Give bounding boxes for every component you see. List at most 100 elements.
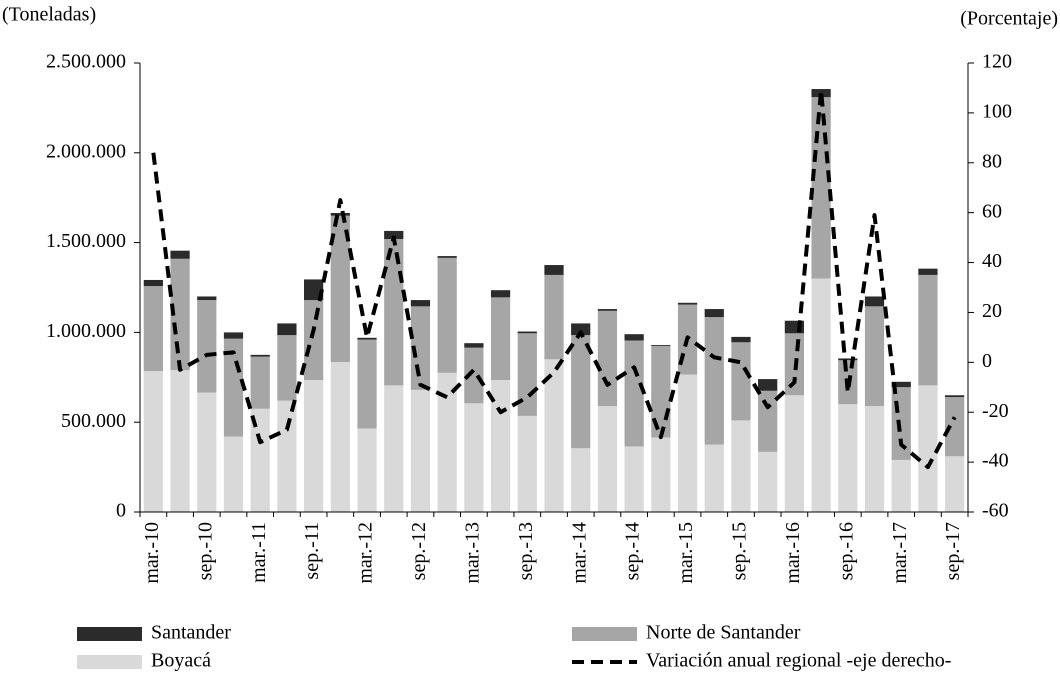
bar bbox=[517, 333, 537, 416]
bar bbox=[891, 387, 911, 460]
bar bbox=[223, 332, 244, 339]
bar bbox=[490, 290, 511, 298]
bar bbox=[223, 436, 244, 512]
bar bbox=[277, 400, 297, 512]
x-tick-label: mar.-13 bbox=[461, 522, 483, 584]
y-axis-title: (Toneladas) bbox=[2, 4, 96, 26]
bar bbox=[330, 362, 350, 512]
y-tick-label: 0 bbox=[116, 500, 126, 522]
bar bbox=[811, 89, 831, 98]
bar bbox=[918, 268, 938, 275]
bar bbox=[357, 337, 377, 340]
x-tick-label: mar.-17 bbox=[889, 522, 911, 584]
bar bbox=[410, 300, 431, 307]
y-tick-label: 2.500.000 bbox=[46, 51, 126, 73]
y2-tick-label: 60 bbox=[982, 200, 1002, 222]
bar bbox=[330, 212, 350, 216]
x-tick-label: sep.-16 bbox=[835, 522, 857, 580]
bar bbox=[918, 385, 938, 512]
bar bbox=[624, 446, 644, 512]
bar bbox=[677, 302, 698, 305]
bar bbox=[624, 340, 644, 447]
bar bbox=[651, 437, 671, 512]
bar bbox=[464, 347, 484, 404]
bar bbox=[838, 358, 858, 361]
bar bbox=[464, 403, 484, 512]
bar bbox=[597, 309, 618, 311]
bar bbox=[197, 296, 217, 301]
bar bbox=[250, 354, 270, 357]
y-tick-label: 2.000.000 bbox=[46, 140, 126, 162]
legend-label: Variación anual regional -eje derecho- bbox=[646, 650, 951, 672]
bar bbox=[891, 381, 911, 388]
y2-tick-label: -20 bbox=[982, 400, 1009, 422]
bar bbox=[864, 406, 885, 512]
bar bbox=[384, 239, 404, 386]
bar bbox=[277, 335, 297, 401]
bar bbox=[945, 397, 965, 457]
x-tick-label: sep.-13 bbox=[515, 522, 537, 580]
bar bbox=[517, 331, 537, 334]
y2-tick-label: 20 bbox=[982, 300, 1002, 322]
bar bbox=[597, 310, 618, 407]
bar bbox=[143, 371, 163, 512]
bar bbox=[437, 256, 457, 258]
legend-swatch bbox=[572, 627, 637, 641]
bar bbox=[143, 286, 163, 372]
y2-tick-label: 120 bbox=[982, 51, 1012, 73]
bar bbox=[704, 317, 724, 445]
bar bbox=[864, 306, 885, 407]
bar bbox=[758, 451, 778, 512]
bar bbox=[571, 335, 591, 449]
bar bbox=[197, 392, 217, 512]
bar bbox=[170, 250, 190, 259]
y2-tick-label: 80 bbox=[982, 150, 1002, 172]
legend-label: Boyacá bbox=[151, 650, 211, 672]
x-tick-label: mar.-11 bbox=[248, 522, 270, 583]
bar bbox=[544, 274, 564, 360]
y-tick-label: 500.000 bbox=[61, 410, 126, 432]
x-tick-label: mar.-10 bbox=[141, 522, 163, 584]
bar bbox=[357, 339, 377, 429]
bar bbox=[197, 300, 217, 393]
bar bbox=[437, 372, 457, 512]
x-tick-label: mar.-12 bbox=[355, 522, 377, 584]
bar bbox=[170, 370, 190, 512]
bar bbox=[838, 404, 858, 512]
x-tick-label: mar.-14 bbox=[568, 522, 590, 584]
x-tick-label: mar.-15 bbox=[675, 522, 697, 584]
y-tick-label: 1.000.000 bbox=[46, 320, 126, 342]
bar bbox=[303, 379, 324, 512]
bar bbox=[490, 379, 511, 512]
bar bbox=[704, 444, 724, 512]
x-tick-label: mar.-16 bbox=[782, 522, 804, 584]
bar bbox=[891, 459, 911, 512]
bar bbox=[303, 300, 324, 380]
bar bbox=[945, 456, 965, 512]
x-tick-label: sep.-12 bbox=[408, 522, 430, 580]
x-tick-label: sep.-17 bbox=[942, 522, 964, 580]
bar bbox=[811, 278, 831, 512]
bar bbox=[490, 297, 511, 380]
y2-tick-label: 100 bbox=[982, 100, 1012, 122]
bar bbox=[571, 323, 591, 336]
bar bbox=[303, 279, 324, 301]
bar bbox=[731, 336, 751, 343]
y-tick-label: 1.500.000 bbox=[46, 230, 126, 252]
legend-swatch bbox=[77, 627, 142, 641]
x-tick-label: sep.-10 bbox=[194, 522, 216, 580]
bar bbox=[384, 230, 404, 240]
bar bbox=[544, 359, 564, 512]
bar bbox=[517, 415, 537, 512]
bar bbox=[410, 389, 431, 512]
bar bbox=[811, 97, 831, 279]
bar bbox=[864, 296, 885, 307]
bar bbox=[143, 279, 163, 287]
y2-axis-title: (Porcentaje) bbox=[960, 8, 1058, 30]
bar bbox=[677, 374, 698, 512]
y2-tick-label: 0 bbox=[982, 350, 992, 372]
line-series bbox=[151, 88, 957, 470]
x-tick-label: sep.-14 bbox=[622, 522, 644, 580]
bar bbox=[758, 379, 778, 391]
